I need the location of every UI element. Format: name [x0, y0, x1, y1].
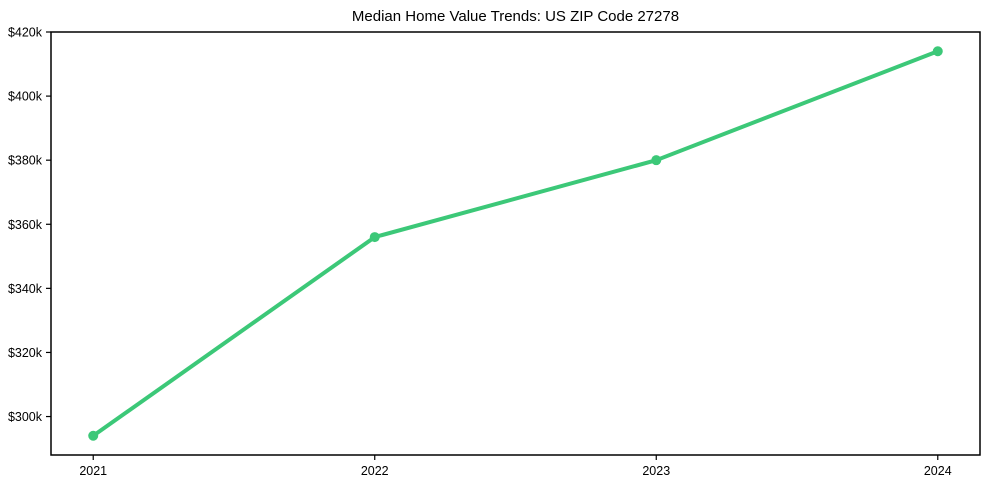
- series-line: [91, 49, 940, 438]
- y-tick-label: $300k: [8, 410, 43, 424]
- x-tick-label: 2023: [642, 464, 670, 478]
- x-tick-label: 2024: [924, 464, 952, 478]
- data-point-marker: [88, 430, 99, 441]
- y-tick-label: $380k: [8, 154, 43, 168]
- axes-frame: [50, 31, 981, 456]
- y-axis-ticks: $300k $320k $340k $360k $380k $400k $420k: [8, 26, 51, 424]
- data-point-marker: [651, 155, 662, 166]
- y-tick-label: $400k: [8, 90, 43, 104]
- data-point-marker: [932, 46, 943, 57]
- plot-frame: [50, 31, 981, 456]
- x-tick-label: 2021: [79, 464, 107, 478]
- x-axis-ticks: 2021 2022 2023 2024: [79, 455, 952, 478]
- y-tick-label: $420k: [8, 26, 43, 40]
- chart-title: Median Home Value Trends: US ZIP Code 27…: [352, 8, 679, 25]
- data-series: [88, 46, 943, 441]
- data-point-marker: [369, 232, 380, 243]
- x-tick-label: 2022: [361, 464, 389, 478]
- y-tick-label: $360k: [8, 218, 43, 232]
- y-tick-label: $340k: [8, 282, 43, 296]
- y-tick-label: $320k: [8, 346, 43, 360]
